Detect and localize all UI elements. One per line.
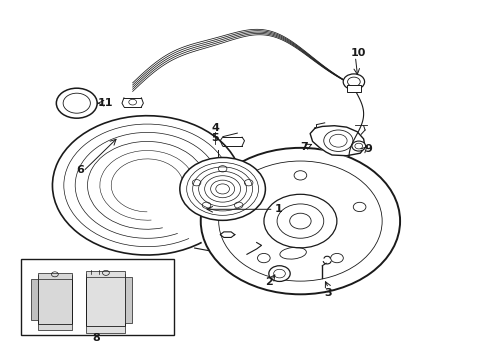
Bar [86,271,125,277]
Text: 5: 5 [211,133,219,143]
Circle shape [180,157,265,220]
Text: 4: 4 [211,123,219,133]
Bar [31,279,38,320]
Circle shape [201,148,399,294]
Circle shape [351,141,365,151]
Circle shape [343,74,364,90]
Bar [86,327,125,333]
Circle shape [264,194,336,248]
Text: 11: 11 [98,98,113,108]
Bar [346,85,361,93]
Bar [86,274,125,327]
Polygon shape [52,116,242,255]
Bar [38,275,72,324]
Bar [21,258,174,336]
Text: 8: 8 [92,333,100,343]
Bar [38,273,72,279]
Text: 7: 7 [299,142,307,152]
Circle shape [56,88,97,118]
Text: 3: 3 [324,288,332,297]
Text: 1: 1 [274,204,282,214]
Polygon shape [309,126,365,156]
Text: 9: 9 [364,144,372,154]
Bar [38,324,72,330]
Text: 10: 10 [350,48,366,58]
Text: 6: 6 [76,165,84,175]
Text: 2: 2 [264,277,272,287]
Bar [125,277,132,323]
Circle shape [268,266,289,282]
